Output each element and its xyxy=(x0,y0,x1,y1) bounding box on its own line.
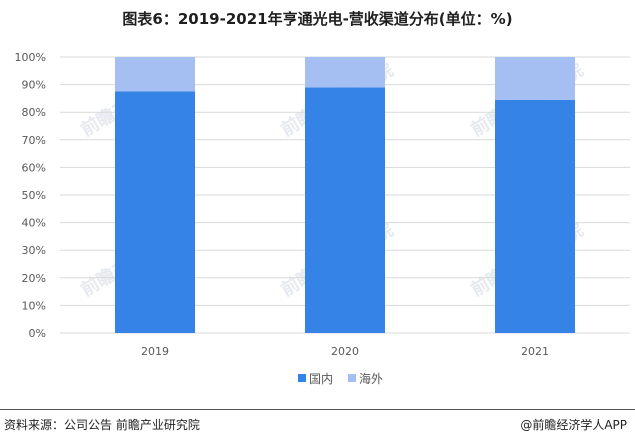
bar-2019-domestic xyxy=(115,91,195,333)
y-tick-label-6: 60% xyxy=(22,161,46,174)
x-tick-label-2021: 2021 xyxy=(521,345,549,358)
y-tick-label-5: 50% xyxy=(22,189,46,202)
legend-label-0: 国内 xyxy=(309,372,333,386)
brand-credit: @前瞻经济学人APP xyxy=(520,418,627,432)
stacked-bar-chart: 前瞻产业研究院前瞻产业研究院前瞻产业研究院前瞻产业研究院前瞻产业研究院前瞻产业研… xyxy=(15,51,630,386)
bar-2021-domestic xyxy=(495,99,575,333)
legend-swatch-1 xyxy=(348,374,356,382)
bar-2020-overseas xyxy=(305,57,385,88)
x-tick-label-2020: 2020 xyxy=(331,345,359,358)
y-tick-label-2: 20% xyxy=(22,272,46,285)
chart-title: 图表6：2019-2021年亨通光电-营收渠道分布(单位：%) xyxy=(122,10,513,28)
y-tick-label-10: 100% xyxy=(15,51,46,64)
bar-2019-overseas xyxy=(115,57,195,92)
y-tick-label-9: 90% xyxy=(22,79,46,92)
y-tick-label-1: 10% xyxy=(22,299,46,312)
bar-2020-domestic xyxy=(305,87,385,333)
legend-swatch-0 xyxy=(298,374,306,382)
y-tick-label-8: 80% xyxy=(22,106,46,119)
x-tick-label-2019: 2019 xyxy=(141,345,169,358)
source-note: 资料来源：公司公告 前瞻产业研究院 xyxy=(4,418,200,432)
y-tick-label-7: 70% xyxy=(22,134,46,147)
y-tick-label-3: 30% xyxy=(22,244,46,257)
bar-2021-overseas xyxy=(495,57,575,100)
footer-divider xyxy=(0,409,635,410)
y-tick-label-0: 0% xyxy=(29,327,46,340)
legend-label-1: 海外 xyxy=(359,371,383,386)
y-tick-label-4: 40% xyxy=(22,217,46,230)
